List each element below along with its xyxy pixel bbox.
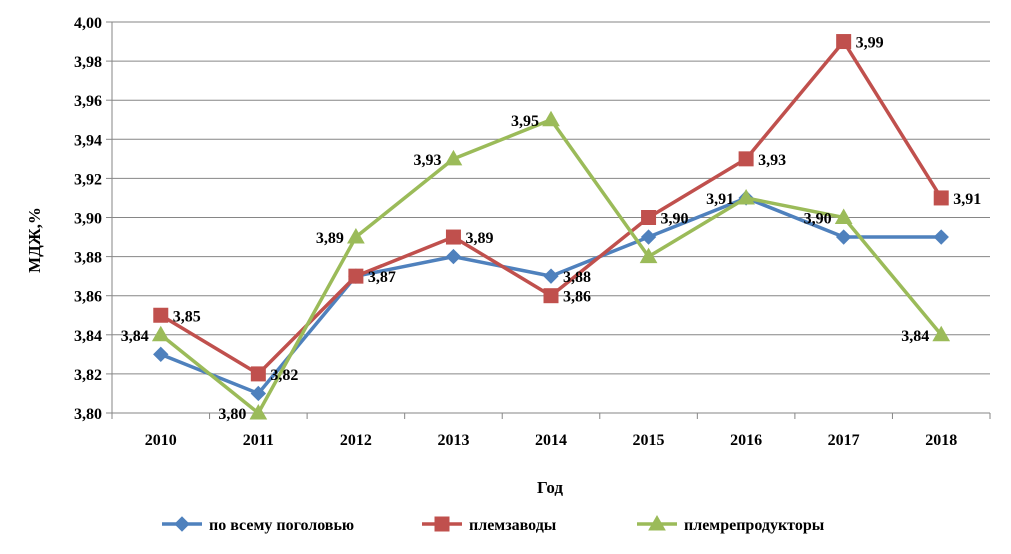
data-point <box>347 228 365 244</box>
data-point <box>640 229 657 245</box>
data-point <box>641 210 657 225</box>
y-tick-label: 3,98 <box>74 54 102 71</box>
data-label: 3,99 <box>856 35 884 52</box>
data-label: 3,80 <box>218 406 246 423</box>
data-label: 3,89 <box>465 230 493 247</box>
data-point <box>151 325 170 342</box>
gridlines <box>112 21 990 375</box>
series-lines <box>151 34 951 420</box>
data-label: 3,90 <box>661 211 689 228</box>
y-tick-label: 4,00 <box>74 15 102 32</box>
data-point <box>445 229 461 245</box>
data-label: 3,86 <box>563 289 591 306</box>
data-label: 3,87 <box>368 269 396 286</box>
y-tick-label: 3,90 <box>74 211 102 228</box>
data-point <box>444 149 463 166</box>
x-tick-label: 2014 <box>535 432 567 449</box>
data-point <box>835 229 852 245</box>
data-point <box>639 247 658 264</box>
legend-item: по всему поголовью <box>162 516 354 534</box>
data-point <box>348 268 364 284</box>
axes: 3,80 3,82 3,84 3,86 3,88 3,90 3,92 3,94 3,96 3,98… <box>74 15 991 449</box>
series <box>151 110 951 420</box>
data-point <box>933 190 949 206</box>
data-label: 3,84 <box>901 328 929 345</box>
legend-label: племзаводы <box>469 517 557 534</box>
y-tick-label: 3,84 <box>74 328 102 345</box>
data-label: 3,95 <box>511 113 539 130</box>
x-tick-label: 2018 <box>925 432 957 449</box>
data-label: 3,90 <box>804 211 832 228</box>
data-point <box>836 34 852 50</box>
data-label: 3,84 <box>121 328 149 345</box>
x-axis-title: Год <box>537 478 563 497</box>
data-label: 3,91 <box>953 191 981 208</box>
legend-label: по всему поголовью <box>209 517 354 534</box>
data-point <box>249 403 268 420</box>
legend-item: племрепродукторы <box>637 514 825 534</box>
legend: по всему поголовью племзаводы племрепродук… <box>162 514 825 534</box>
legend-marker <box>434 516 450 532</box>
y-tick-label: 3,80 <box>74 406 102 423</box>
y-tick-label: 3,82 <box>74 367 102 384</box>
y-tick-label: 3,92 <box>74 171 102 188</box>
data-labels: 3,85 3,84 3,80 3,82 3,89 3,87 3,93 3,89 3,95 3,86… <box>121 35 981 423</box>
data-point <box>445 248 462 265</box>
data-point <box>737 188 755 205</box>
legend-label: племрепродукторы <box>684 517 825 534</box>
data-point <box>250 385 267 402</box>
data-point <box>738 151 754 167</box>
data-point <box>933 229 949 245</box>
legend-item: племзаводы <box>422 516 557 534</box>
y-tick-label: 3,88 <box>74 250 102 267</box>
data-point <box>543 288 559 304</box>
x-tick-label: 2012 <box>340 432 372 449</box>
series <box>153 34 949 382</box>
data-label: 3,82 <box>270 367 298 384</box>
data-label: 3,85 <box>173 308 201 325</box>
y-axis-title: МДЖ,% <box>25 207 44 273</box>
x-tick-label: 2010 <box>145 432 177 449</box>
x-tick-label: 2011 <box>243 432 274 449</box>
data-point <box>543 268 559 284</box>
data-point <box>834 208 853 224</box>
x-tick-label: 2016 <box>730 432 762 449</box>
series-line <box>159 39 943 376</box>
data-label: 3,89 <box>316 230 344 247</box>
data-point <box>250 366 266 382</box>
x-tick-label: 2013 <box>437 432 469 449</box>
data-point <box>932 325 951 342</box>
y-tick-label: 3,94 <box>74 132 102 149</box>
data-point <box>153 307 169 323</box>
y-tick-label: 3,86 <box>74 289 102 306</box>
x-tick-label: 2015 <box>633 432 665 449</box>
data-point <box>153 346 169 363</box>
data-label: 3,93 <box>758 152 786 169</box>
y-tick-label: 3,96 <box>74 93 102 110</box>
data-point <box>542 110 560 127</box>
data-label: 3,88 <box>563 269 591 286</box>
legend-marker <box>174 516 190 532</box>
data-label: 3,91 <box>706 191 734 208</box>
data-label: 3,93 <box>413 152 441 169</box>
x-tick-label: 2017 <box>828 432 860 449</box>
legend-marker <box>648 514 666 531</box>
